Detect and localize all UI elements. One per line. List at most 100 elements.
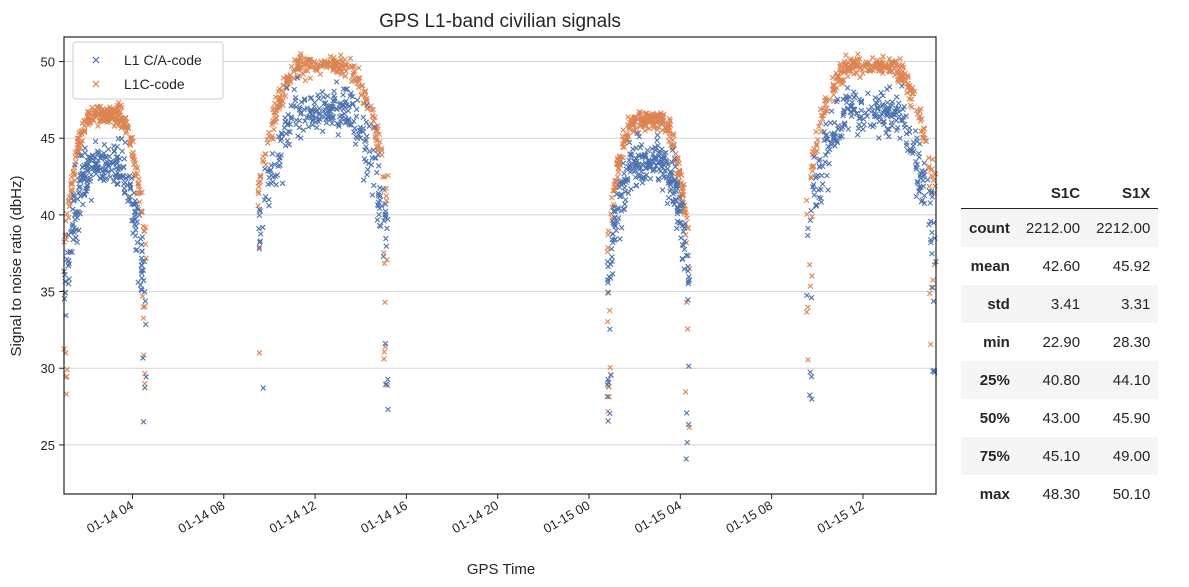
data-point-s1x [862, 63, 868, 70]
data-point-s1c [140, 355, 146, 361]
data-point-s1c [893, 94, 900, 100]
data-point-s1c [876, 135, 882, 141]
data-point-s1c [865, 90, 871, 97]
data-point-s1x [809, 273, 815, 279]
data-point-s1x [813, 128, 819, 135]
data-point-s1c [930, 368, 936, 374]
data-point-s1x [626, 126, 632, 133]
data-point-s1x [902, 78, 909, 85]
data-point-s1x [891, 65, 897, 72]
data-point-s1c [656, 166, 662, 172]
data-point-s1x [845, 67, 851, 74]
data-point-s1c [823, 121, 829, 127]
data-point-s1x [315, 63, 321, 70]
data-point-s1c [77, 211, 83, 217]
data-point-s1x [344, 61, 350, 68]
data-point-s1x [643, 112, 649, 118]
data-point-s1c [646, 160, 653, 167]
data-point-s1c [638, 168, 645, 175]
table-row: 50% 43.00 45.90 [961, 399, 1158, 437]
data-point-s1x [70, 168, 77, 175]
data-point-s1x [341, 65, 347, 72]
data-point-s1c [860, 126, 866, 133]
data-point-s1c [841, 107, 847, 113]
x-tick-label: 01-15 04 [632, 498, 684, 537]
data-point-s1x [682, 389, 689, 395]
data-point-s1x [805, 356, 811, 363]
data-point-s1x [115, 108, 121, 115]
data-point-s1x [342, 73, 349, 79]
data-point-s1x [830, 88, 837, 94]
data-point-s1c [336, 123, 342, 129]
data-point-s1x [302, 77, 309, 84]
data-point-s1x [863, 59, 870, 65]
data-point-s1c [121, 155, 128, 162]
data-point-s1c [292, 97, 299, 104]
data-point-s1c [671, 188, 677, 195]
data-point-s1c [828, 139, 835, 145]
data-point-s1x [304, 56, 310, 63]
data-point-s1c [927, 200, 934, 206]
data-point-s1c [291, 86, 298, 93]
data-point-s1c [132, 216, 139, 222]
data-point-s1x [830, 83, 837, 89]
data-point-s1c [683, 410, 690, 416]
data-point-s1c [256, 225, 262, 232]
data-point-s1c [256, 206, 263, 213]
data-point-s1c [62, 271, 68, 278]
data-point-s1c [893, 127, 900, 134]
data-point-s1c [665, 194, 672, 201]
cell-s1x: 50.10 [1112, 485, 1151, 503]
data-point-s1c [275, 163, 282, 170]
data-point-s1c [305, 124, 312, 130]
data-point-s1c [93, 161, 100, 167]
data-point-s1c [295, 133, 301, 139]
data-point-s1x [268, 135, 275, 142]
data-point-s1c [842, 121, 848, 127]
data-point-s1x [370, 118, 377, 124]
data-point-s1c [878, 90, 884, 96]
y-axis-label: Signal to noise ratio (dbHz) [8, 176, 25, 357]
data-point-s1x [383, 197, 390, 204]
data-point-s1x [81, 127, 88, 134]
data-point-s1x [93, 110, 99, 117]
data-point-s1c [874, 106, 881, 112]
data-point-s1c [374, 217, 381, 223]
data-point-s1c [897, 135, 903, 142]
data-point-s1c [813, 203, 820, 209]
legend-marker-l1-ca [92, 56, 100, 64]
data-point-s1c [630, 146, 636, 152]
data-point-s1x [819, 115, 826, 122]
data-point-s1c [613, 191, 620, 198]
data-point-s1c [287, 129, 293, 135]
data-point-s1c [334, 120, 340, 127]
data-point-s1c [604, 277, 611, 283]
data-point-s1c [76, 189, 83, 195]
data-point-s1c [917, 141, 923, 147]
data-point-s1c [138, 286, 145, 292]
data-point-s1c [300, 127, 307, 133]
data-point-s1c [104, 159, 111, 165]
data-point-s1c [131, 201, 138, 208]
data-point-s1x [681, 181, 687, 188]
data-point-s1c [353, 106, 360, 113]
data-point-s1x [139, 293, 146, 300]
data-point-s1x [900, 64, 907, 71]
data-point-s1c [643, 172, 650, 178]
cell-s1x: 44.10 [1112, 371, 1151, 389]
data-point-s1c [608, 246, 615, 252]
row-label: 25% [979, 371, 1010, 389]
data-point-s1c [656, 150, 663, 156]
data-point-s1x [104, 117, 111, 124]
data-point-s1c [353, 113, 360, 120]
cell-s1c: 3.41 [1050, 295, 1081, 313]
data-point-s1c [849, 102, 855, 109]
cell-s1c: 22.90 [1042, 333, 1081, 351]
data-point-s1x [280, 102, 286, 109]
data-point-s1c [850, 107, 857, 113]
data-point-s1x [257, 173, 264, 179]
data-point-s1c [371, 124, 378, 130]
data-point-s1c [340, 86, 347, 92]
data-point-s1x [665, 124, 672, 130]
legend-marker-x [92, 80, 100, 88]
